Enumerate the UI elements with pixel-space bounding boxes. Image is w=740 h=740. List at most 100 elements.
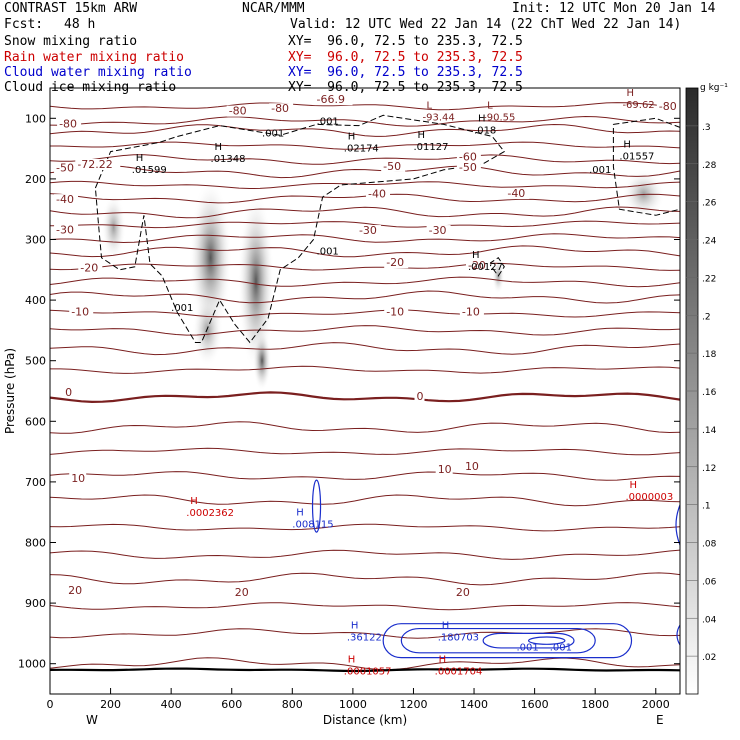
organization: NCAR/MMM [242,1,305,16]
isotherm-line [49,549,681,560]
extremum-marker: H [472,250,480,261]
isotherm-label: -50 [383,160,401,173]
x-tick-label: 400 [161,698,182,711]
colorbar-label: .16 [702,388,717,398]
isotherm-line [49,206,681,219]
isotherm-label-bg [63,386,74,398]
x-tick-label: 600 [221,698,242,711]
extremum-value: .018 [474,125,496,136]
extremum-marker: L [427,101,433,112]
isotherm-label: -66.9 [317,93,345,106]
field-name-snow: Snow mixing ratio [4,34,138,49]
extremum-value: .0002362 [186,508,234,519]
x-tick-label: 800 [282,698,303,711]
isotherm-label-bg [54,224,79,236]
isotherm-zero [49,391,681,404]
extremum-marker: H [296,507,304,518]
isotherm-line [49,602,681,611]
isotherm-line [49,657,681,671]
ice-contour-label: .001 [262,128,284,139]
isotherm-line [49,220,681,229]
colorbar-label: .2 [702,312,711,322]
isotherm-line [49,471,681,481]
extremum-marker: H [623,140,631,151]
extremum-marker: H [136,153,144,164]
extremum-marker: L [487,101,493,112]
isotherm-label-bg [465,260,490,272]
x-axis-title: Distance (km) [323,713,407,727]
east-label: E [656,713,664,727]
extremum-value: .180703 [438,633,479,644]
isotherm-label: 10 [438,463,452,476]
isotherm-label-bg [414,391,425,403]
extremum-value: -90.55 [483,113,515,124]
isotherm-label-bg [226,105,251,117]
isotherm-label-bg [462,460,480,472]
isotherm-label: -50 [459,161,477,174]
colorbar-label: .22 [702,274,716,284]
isotherm-label-bg [381,160,406,172]
terrain-line [49,667,681,673]
forecast-label: Fcst: [4,17,44,32]
isotherm-label: -80 [271,102,289,115]
extremum-marker: H [190,496,198,507]
cloud-ice-contour [612,117,681,216]
isotherm-label-bg [54,194,79,206]
isotherm-label-bg [232,586,250,598]
isotherm-line [49,233,681,244]
isotherm-label-bg [366,188,391,200]
isotherm-label-bg [75,158,121,170]
extremum-marker: H [348,655,356,666]
y-tick-label: 1000 [18,658,46,671]
extremum-value: .01557 [619,152,654,163]
cloud-water-contour [400,627,596,654]
extremum-marker: H [626,88,634,99]
extremum-marker: H [442,621,450,632]
y-axis-title: Pressure (hPa) [3,348,17,434]
colorbar-label: .02 [702,653,716,663]
isotherm-label-bg [54,162,79,174]
isotherm-line [49,115,681,127]
isotherm-label-bg [656,100,681,112]
colorbar-label: .08 [702,540,717,550]
extremum-value: .02174 [344,144,379,155]
isotherm-label: -10 [386,305,404,318]
snow-shade-lower [192,294,223,367]
isotherm-line [49,262,681,271]
isotherm-label-bg [314,94,353,106]
extremum-marker: H [348,132,356,143]
y-tick-label: 600 [25,415,46,428]
isotherm-label: -20 [468,259,486,272]
cloud-ice-contour [488,257,505,277]
isotherm-line [49,290,681,304]
init-time: Init: 12 UTC Mon 20 Jan 14 [512,1,716,16]
colorbar-label: .3 [702,123,711,133]
extremum-marker: H [439,655,447,666]
isotherm-label: -80 [229,105,247,118]
extremum-value: .01599 [132,165,167,176]
ice-contour-label: .001 [589,165,611,176]
cloud-water-contour [482,632,575,649]
extremum-value: .01348 [211,154,246,165]
isotherm-label: -80 [659,100,677,113]
x-tick-label: 0 [47,698,54,711]
extremum-marker: H [417,130,425,141]
extremum-marker: H [478,113,486,124]
colorbar-label: .26 [702,199,717,209]
isotherm-label: -30 [359,224,377,237]
colorbar-label: .04 [702,615,717,625]
isotherm-label-bg [505,188,530,200]
extremum-value: .0001704 [435,667,483,678]
cloud-water-contour [311,479,322,533]
isotherm-label: -60 [459,151,477,164]
isotherm-line [49,123,681,137]
isotherm-label: -50 [56,162,74,175]
isotherm-line [49,102,681,111]
extremum-marker: H [351,621,359,632]
field-xy-rain: XY= 96.0, 72.5 to 235.3, 72.5 [288,50,523,65]
forecast-hour: 48 h [64,17,96,32]
snow-shade-west [101,194,126,261]
isotherm-label: -40 [56,193,74,206]
x-tick-label: 1400 [460,698,488,711]
cloud-water-contour [676,624,681,646]
